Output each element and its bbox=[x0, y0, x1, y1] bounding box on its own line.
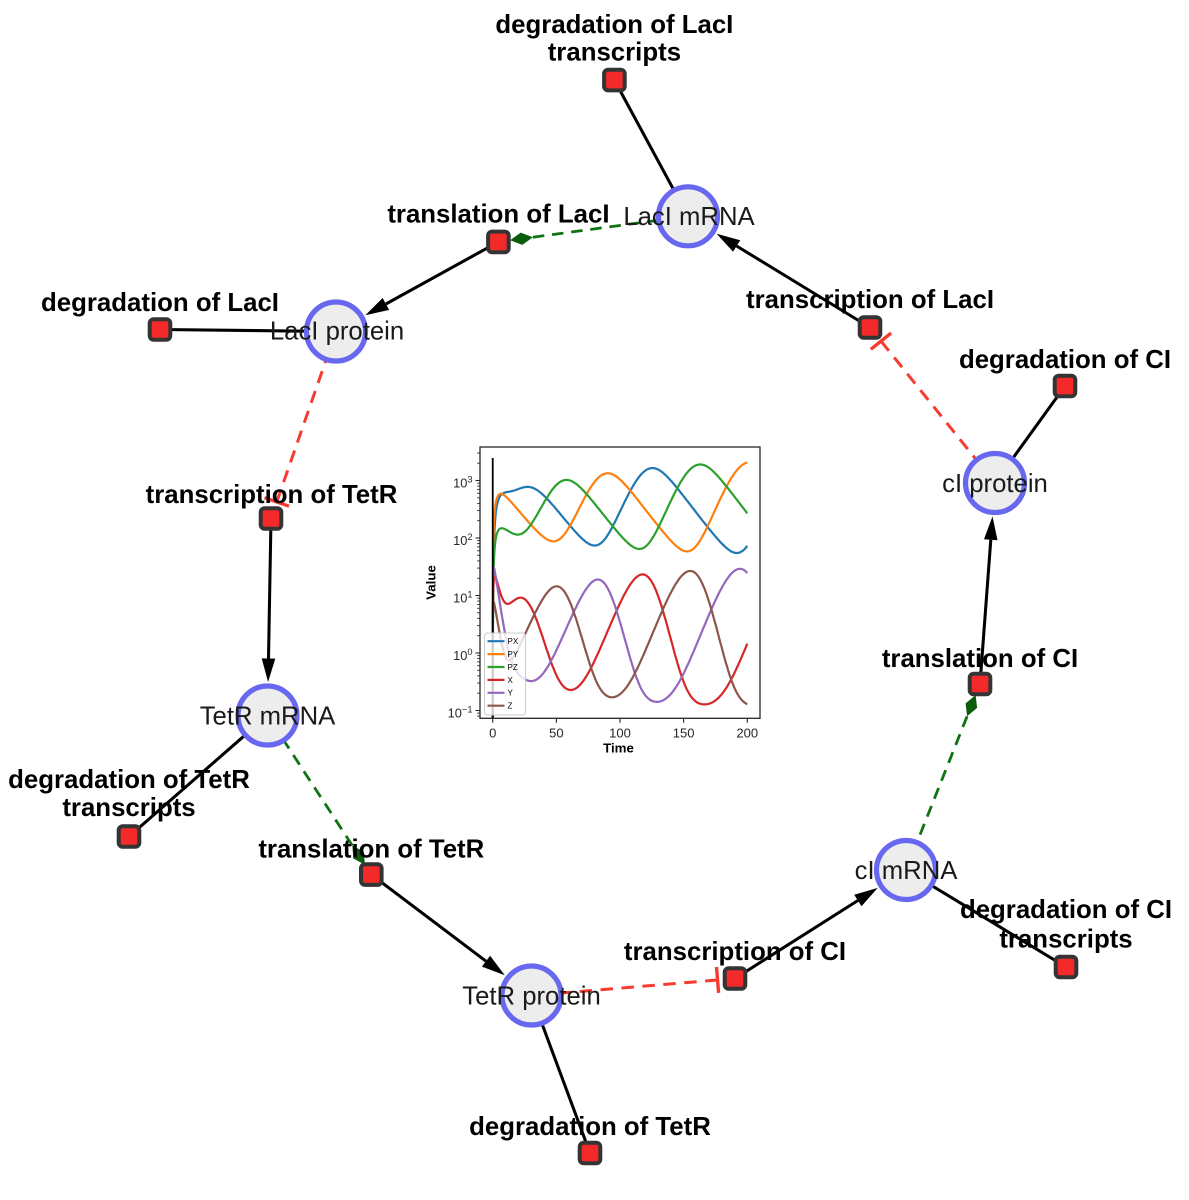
svg-text:50: 50 bbox=[549, 725, 563, 740]
svg-text:degradation of LacI: degradation of LacI bbox=[41, 289, 279, 317]
svg-text:Y: Y bbox=[508, 689, 514, 698]
svg-text:TetR mRNA: TetR mRNA bbox=[200, 703, 336, 731]
svg-text:transcripts: transcripts bbox=[62, 794, 195, 822]
svg-text:PX: PX bbox=[508, 637, 519, 646]
svg-text:transcripts: transcripts bbox=[999, 926, 1132, 954]
svg-text:degradation of CI: degradation of CI bbox=[959, 346, 1171, 374]
svg-text:Time: Time bbox=[603, 741, 634, 756]
svg-text:translation of LacI: translation of LacI bbox=[387, 201, 609, 229]
svg-text:transcripts: transcripts bbox=[548, 39, 681, 67]
svg-text:transcription of CI: transcription of CI bbox=[624, 938, 846, 966]
svg-text:translation of TetR: translation of TetR bbox=[258, 836, 484, 864]
svg-text:0: 0 bbox=[489, 725, 496, 740]
svg-text:PY: PY bbox=[508, 650, 519, 659]
svg-text:150: 150 bbox=[673, 725, 695, 740]
svg-text:X: X bbox=[508, 676, 514, 685]
svg-text:100: 100 bbox=[609, 725, 631, 740]
svg-text:transcription of TetR: transcription of TetR bbox=[146, 481, 398, 509]
svg-text:TetR protein: TetR protein bbox=[462, 983, 601, 1011]
svg-text:degradation of LacI: degradation of LacI bbox=[495, 11, 733, 39]
svg-text:translation of CI: translation of CI bbox=[882, 645, 1078, 673]
svg-text:Value: Value bbox=[424, 565, 439, 600]
svg-text:LacI protein: LacI protein bbox=[270, 318, 404, 346]
svg-text:degradation of CI: degradation of CI bbox=[960, 896, 1172, 924]
svg-text:degradation of TetR: degradation of TetR bbox=[469, 1113, 711, 1141]
svg-text:200: 200 bbox=[736, 725, 758, 740]
svg-text:cI mRNA: cI mRNA bbox=[855, 857, 959, 885]
svg-text:Z: Z bbox=[508, 702, 513, 711]
svg-text:transcription of LacI: transcription of LacI bbox=[746, 286, 994, 314]
svg-text:LacI mRNA: LacI mRNA bbox=[623, 203, 755, 231]
svg-text:cI protein: cI protein bbox=[942, 470, 1048, 498]
svg-text:degradation of TetR: degradation of TetR bbox=[8, 766, 250, 794]
svg-text:PZ: PZ bbox=[508, 663, 518, 672]
